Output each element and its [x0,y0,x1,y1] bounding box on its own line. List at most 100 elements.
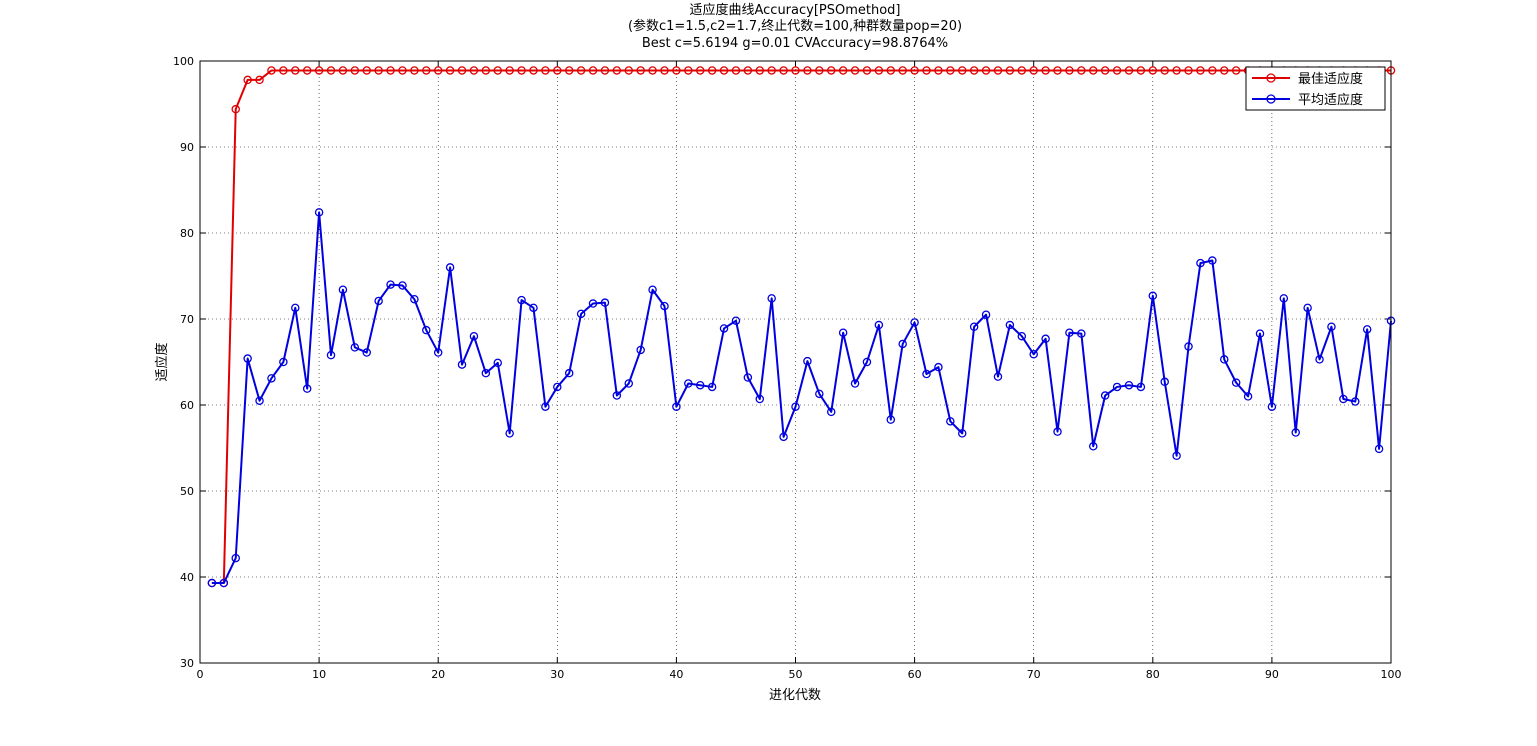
data-point [267,66,276,75]
data-point [624,379,634,388]
data-point [850,379,860,388]
data-point [826,66,836,75]
y-tick-label: 80 [180,227,194,240]
data-point [1231,66,1241,75]
data-point [910,66,919,75]
data-point [862,66,872,75]
y-tick-label: 40 [180,571,194,584]
data-point [469,66,479,75]
data-point [517,66,526,75]
data-point [743,373,753,382]
data-point [648,66,657,75]
data-point [874,320,884,330]
data-point [576,309,586,319]
data-point [493,66,502,75]
data-point [314,208,324,217]
data-point [969,66,979,75]
data-point [957,66,967,75]
data-point [1005,66,1015,75]
data-point [707,382,717,392]
data-point [1184,66,1193,75]
data-point [826,407,836,417]
data-point [850,66,860,75]
chart-title: 适应度曲线Accuracy[PSOmethod] [689,2,900,18]
chart-subtitle-line-1: (参数c1=1.5,c2=1.7,终止代数=100,种群数量pop=20) [628,18,962,34]
data-point [267,374,276,383]
legend: 最佳适应度 平均适应度 [1245,66,1386,111]
data-point [612,391,622,400]
data-point [1220,355,1229,364]
series-average-fitness [207,208,1396,588]
data-point [1208,256,1217,265]
data-point [1136,66,1146,75]
data-point [481,66,491,75]
y-tick-label: 70 [180,313,194,326]
data-point [231,553,240,563]
data-point [422,325,431,335]
data-point [1208,66,1217,75]
data-point [243,75,252,85]
data-point [1041,66,1050,75]
data-point [1005,320,1015,330]
y-tick-label: 100 [173,55,194,68]
data-point [457,66,467,75]
data-point [314,66,324,75]
y-tick-label: 60 [180,399,194,412]
x-tick-label: 70 [1027,668,1041,681]
data-point [612,66,622,75]
data-point [529,303,538,313]
data-point [934,362,943,372]
data-point [707,66,717,75]
data-point [481,368,491,378]
x-tick-label: 80 [1146,668,1160,681]
data-point [1327,322,1336,331]
x-tick-label: 60 [908,668,922,681]
data-point [1339,394,1348,404]
data-point [1136,382,1146,392]
y-tick-label: 90 [180,141,194,154]
data-point [791,66,800,75]
x-tick-label: 100 [1381,668,1402,681]
data-point [1112,382,1122,392]
data-point [1100,66,1110,75]
data-point [1172,451,1181,460]
data-point [993,66,1003,75]
data-point [1196,258,1205,268]
data-point [1089,442,1098,451]
data-point [576,66,586,75]
x-tick-label: 10 [312,668,326,681]
chart-subtitle-line-2: Best c=5.6194 g=0.01 CVAccuracy=98.8764% [642,36,948,51]
data-point [1077,329,1086,338]
data-point [1196,66,1205,75]
data-point [1243,392,1253,401]
data-point [255,75,264,85]
data-point [660,66,669,75]
y-axis-label: 适应度 [154,342,170,381]
data-point [1172,66,1181,75]
data-point [803,66,812,75]
data-point [398,66,407,75]
data-point [564,66,574,75]
data-point [1053,66,1062,75]
data-point [1017,66,1027,75]
y-tick-label: 50 [180,485,194,498]
data-point [374,66,383,75]
data-point [469,331,479,341]
data-point [791,402,800,411]
data-point [302,384,312,393]
data-point [1065,66,1074,75]
data-point [600,66,610,75]
data-point [815,66,824,75]
data-point [838,66,848,75]
data-point [302,66,312,75]
data-point [410,294,419,304]
data-point [1065,328,1074,338]
data-point [886,415,896,424]
data-point [445,66,455,75]
data-point [1077,66,1086,75]
data-point [1303,303,1312,313]
data-point [600,298,610,307]
data-point [779,66,788,75]
data-point [1089,66,1098,75]
